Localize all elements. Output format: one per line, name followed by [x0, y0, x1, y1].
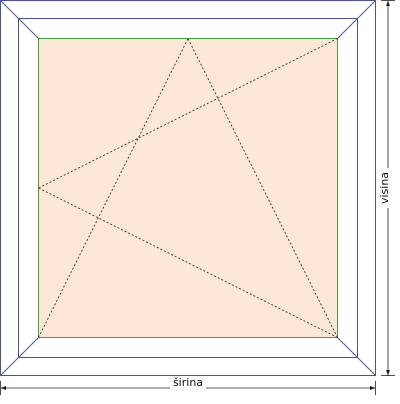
height-label-bg [377, 168, 391, 208]
sash-miter-bottom-left [18, 337, 39, 358]
sash-outer-edge [18, 18, 358, 358]
width-arrow-left [0, 386, 6, 390]
height-arrow-bottom [386, 370, 390, 376]
frame-miter-top-right [357, 0, 376, 19]
frame-miter-bottom-right [357, 357, 376, 376]
sash-miter-bottom-right [337, 337, 358, 358]
sash-miter-top-right [337, 18, 358, 39]
sash-miter-top-left [18, 18, 39, 39]
width-label: širina [173, 376, 203, 389]
sash [18, 18, 358, 358]
height-label: visina [378, 172, 391, 204]
height-arrow-top [386, 0, 390, 6]
glass-pane [38, 38, 338, 338]
frame-miter-bottom-left [0, 357, 19, 376]
width-label-bg [170, 377, 206, 389]
width-arrow-right [370, 386, 376, 390]
frame-miter-top-left [0, 0, 19, 19]
frame-outer-edge [0, 0, 376, 376]
